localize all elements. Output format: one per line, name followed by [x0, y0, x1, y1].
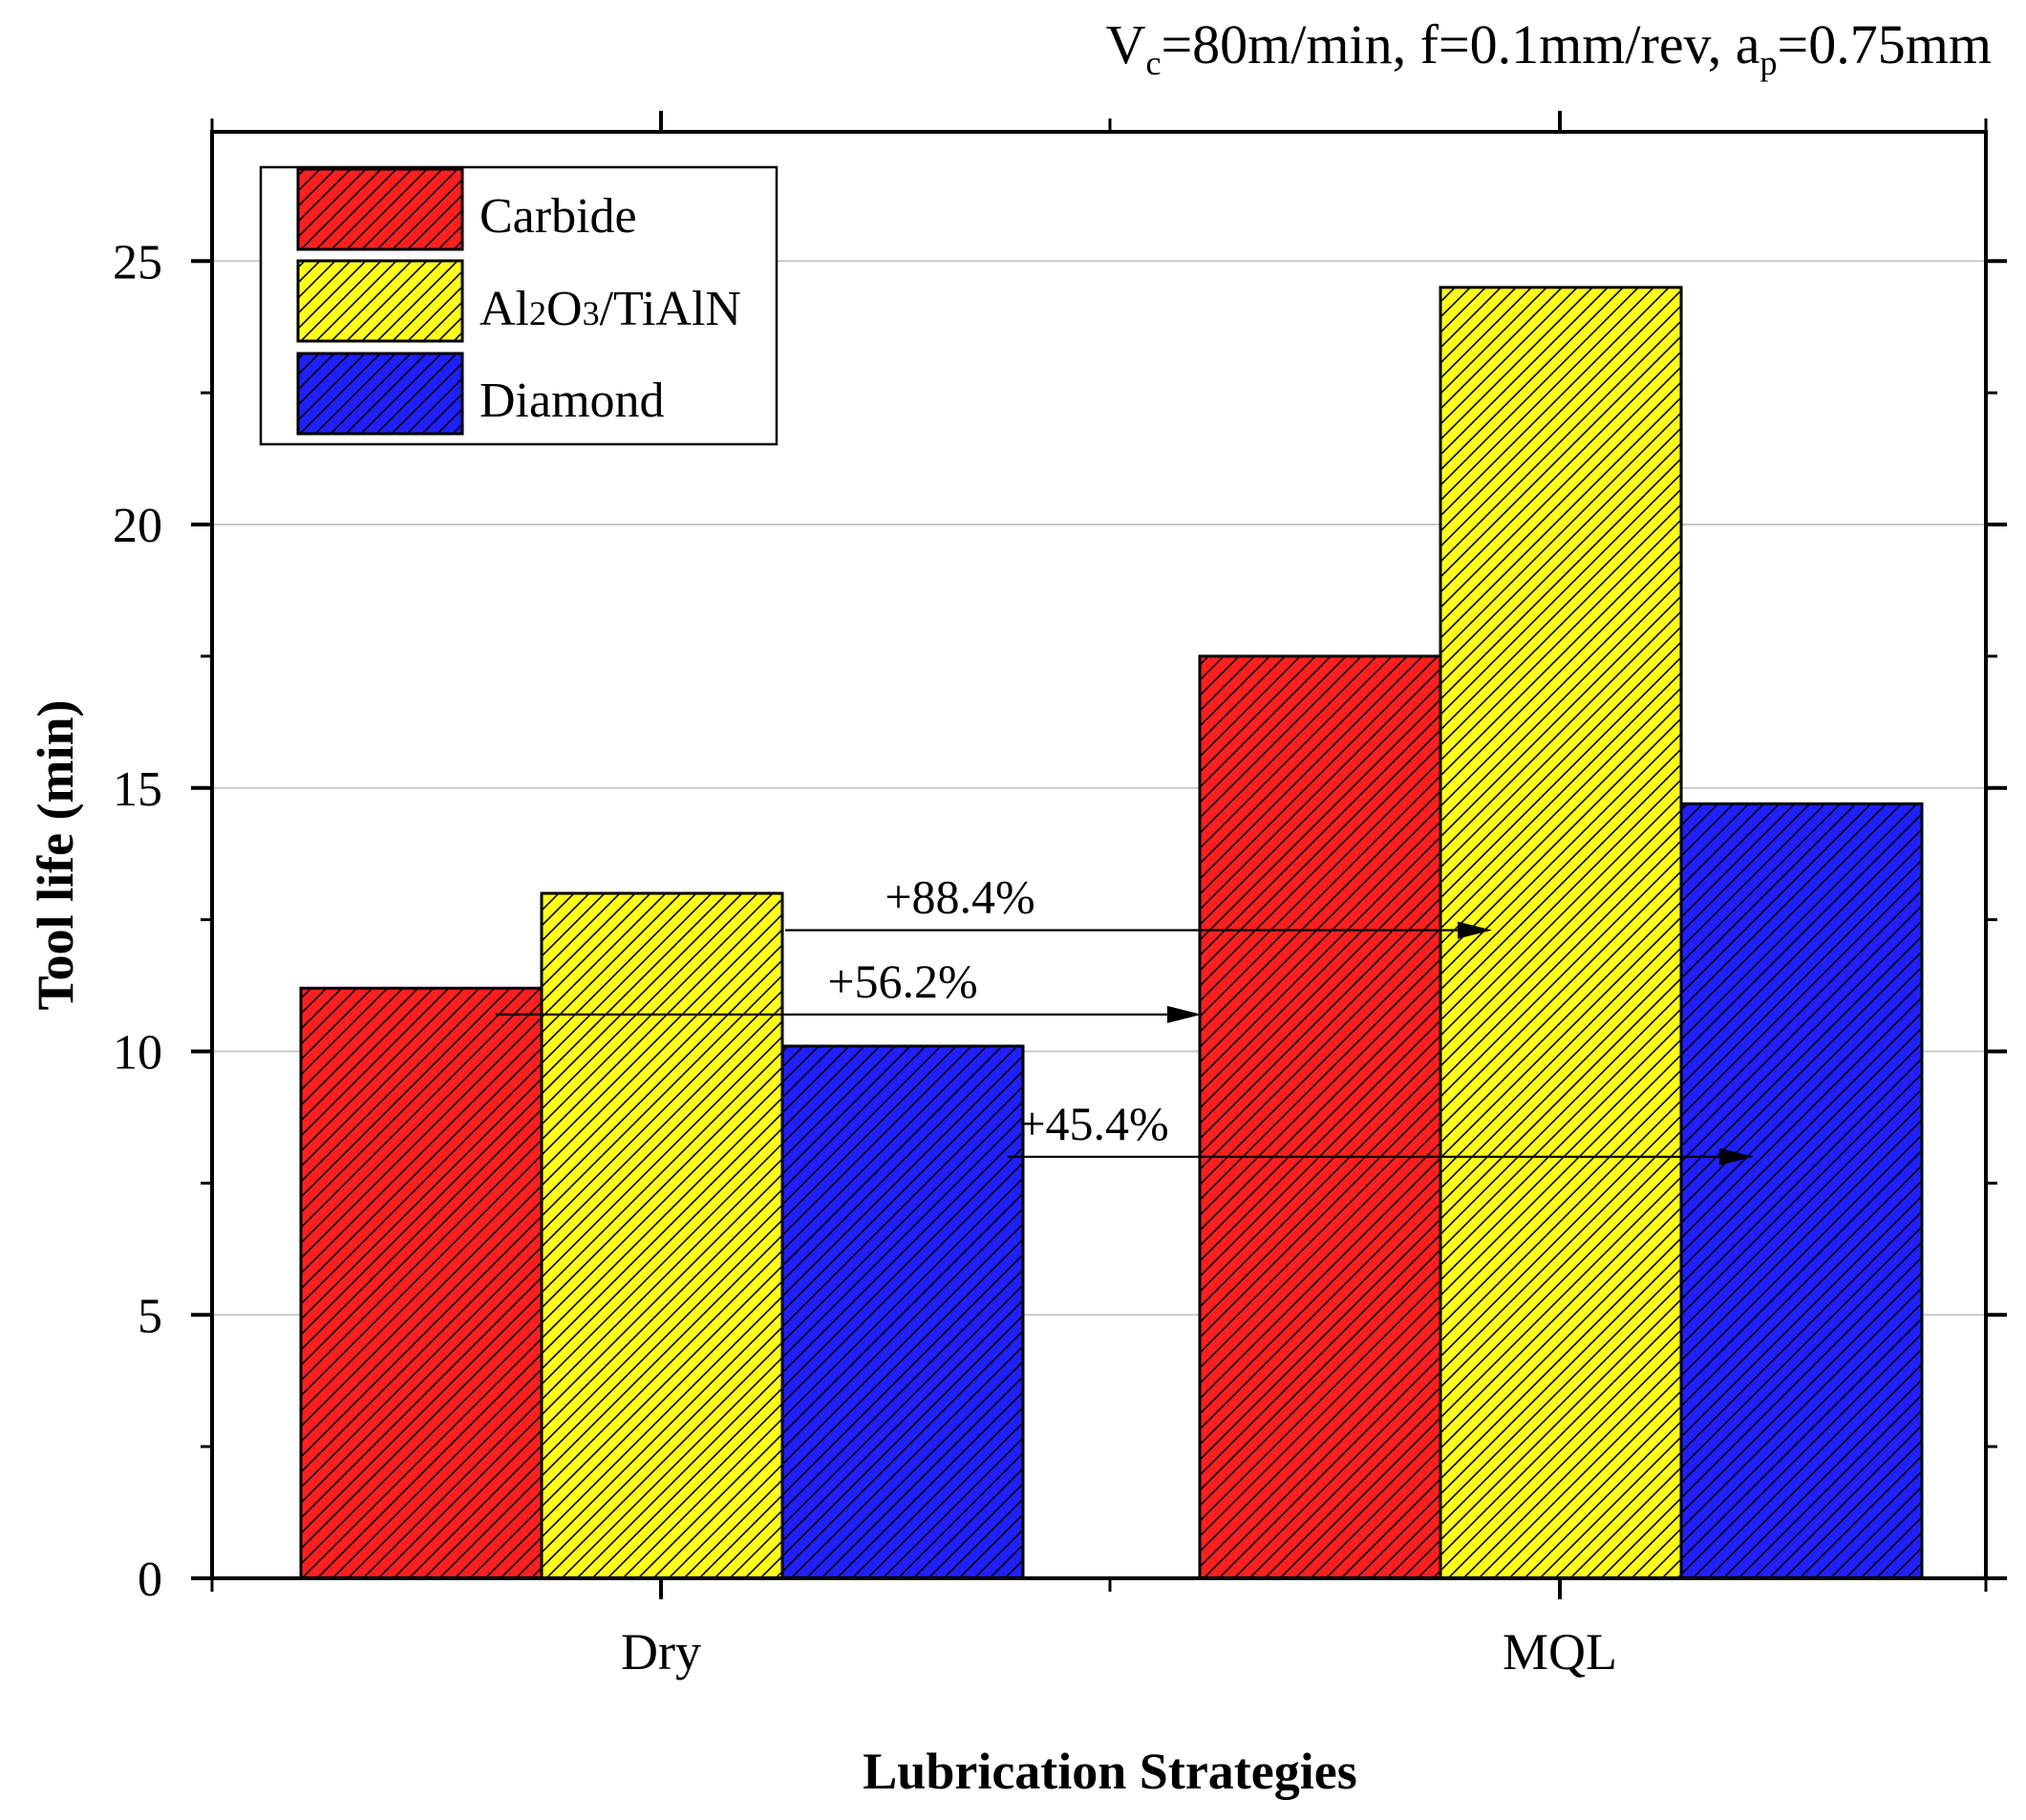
- y-axis: 0 5 10 15 20 25: [113, 235, 2007, 1607]
- bar-diamond-dry-hatch: [780, 1044, 1025, 1580]
- x-axis-title: Lubrication Strategies: [863, 1743, 1356, 1800]
- annotations: +88.4% +56.2% +45.4%: [496, 870, 1754, 1166]
- legend-swatch-diamond-hatch: [298, 353, 462, 434]
- y-tick-label-15: 15: [113, 762, 162, 817]
- annotation-label-2: +45.4%: [1018, 1097, 1168, 1150]
- bar-carbide-mql-hatch: [1198, 654, 1442, 1580]
- legend-label-carbide: Carbide: [480, 189, 637, 244]
- arrow-head-0: [1458, 921, 1492, 939]
- y-axis-title: Tool life (min): [27, 699, 84, 1010]
- arrow-head-1: [1167, 1005, 1202, 1023]
- legend-swatch-al2o3-tialn-hatch: [298, 261, 462, 341]
- legend-label-al2o3-tialn: Al2O3/TiAlN: [480, 282, 741, 336]
- x-tick-label-mql: MQL: [1503, 1623, 1617, 1681]
- arrow-head-2: [1719, 1147, 1754, 1166]
- bar-carbide-dry-hatch: [299, 986, 544, 1580]
- annotation-label-1: +56.2%: [827, 954, 977, 1008]
- chart-subtitle: Vc=80m/min, f=0.1mm/rev, ap=0.75mm: [1106, 13, 1992, 82]
- legend: Carbide Al2O3/TiAlN Diamond: [259, 165, 778, 446]
- legend-swatch-carbide-hatch: [298, 169, 462, 249]
- y-tick-label-25: 25: [113, 235, 162, 289]
- y-tick-label-10: 10: [113, 1026, 162, 1081]
- y-tick-label-5: 5: [138, 1289, 162, 1343]
- legend-label-diamond: Diamond: [480, 374, 665, 428]
- y-tick-label-20: 20: [113, 499, 162, 553]
- bar-diamond-mql-hatch: [1679, 802, 1924, 1580]
- bar-al2o3-tialn-dry-hatch: [540, 891, 784, 1580]
- plot-frame: [210, 130, 1988, 1580]
- y-tick-label-0: 0: [138, 1552, 162, 1607]
- x-tick-label-dry: Dry: [621, 1623, 701, 1681]
- annotation-label-0: +88.4%: [885, 870, 1034, 924]
- bars: [299, 286, 1924, 1580]
- x-axis: Dry MQL: [210, 111, 1988, 1681]
